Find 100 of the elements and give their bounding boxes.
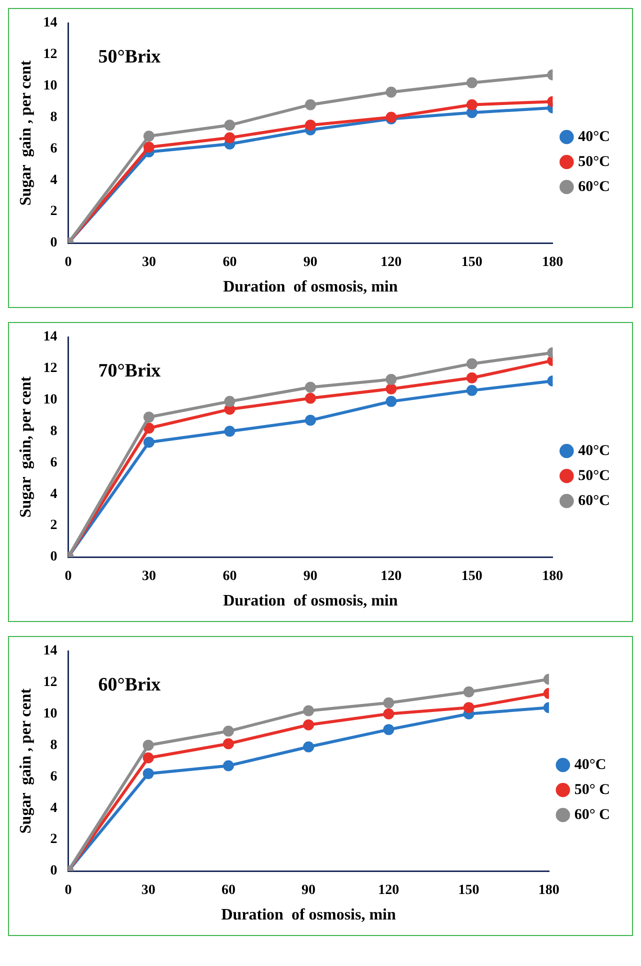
text: 60°Brix (98, 674, 162, 696)
legend-label: 60°C (578, 492, 610, 509)
point (304, 392, 316, 404)
y-tick-label: 14 (43, 644, 58, 659)
point (222, 738, 234, 750)
point (143, 412, 154, 423)
point (466, 358, 478, 370)
legend-label: 50°C (578, 154, 610, 170)
y-tick-label: 4 (50, 800, 58, 816)
y-axis-title: Sugar gain , per cent (18, 60, 35, 206)
point (463, 702, 474, 714)
point (383, 708, 394, 720)
point (466, 107, 478, 118)
x-tick-label: 0 (64, 255, 72, 270)
y-tick-label: 2 (50, 832, 58, 848)
point (466, 99, 478, 110)
x-tick-label: 30 (142, 569, 156, 584)
point (224, 426, 236, 437)
text: 70°Brix (98, 360, 162, 382)
y-tick-label: 12 (43, 675, 58, 690)
point (304, 382, 316, 393)
y-tick-label: 6 (50, 141, 58, 156)
point (466, 77, 478, 88)
point (383, 724, 394, 736)
y-tick-label: 0 (50, 864, 58, 879)
x-tick-label: 0 (64, 569, 72, 584)
x-axis-title: Duration of osmosis, min (223, 592, 398, 610)
legend-label: 40°C (578, 442, 610, 459)
y-tick-label: 4 (50, 172, 58, 188)
x-tick-label: 90 (303, 255, 318, 270)
y-tick-label: 10 (43, 706, 58, 722)
point (304, 99, 316, 110)
y-tick-label: 8 (50, 110, 58, 125)
point (304, 414, 316, 426)
x-tick-label: 120 (380, 569, 402, 584)
y-tick-label: 8 (50, 738, 58, 753)
x-tick-label: 150 (461, 569, 482, 584)
y-tick-label: 8 (50, 424, 58, 439)
y-tick-label: 4 (50, 486, 58, 502)
point (222, 726, 234, 737)
point (224, 132, 236, 144)
point (466, 372, 478, 384)
point (466, 384, 478, 396)
y-tick-label: 6 (50, 455, 58, 470)
x-tick-label: 30 (141, 883, 156, 898)
y-tick-label: 10 (43, 392, 58, 408)
point (304, 120, 316, 131)
x-tick-label: 60 (222, 255, 237, 270)
legend-label: 40°C (578, 128, 610, 145)
point (143, 142, 154, 153)
point (143, 422, 154, 434)
x-axis-title: Duration of osmosis, min (223, 278, 398, 296)
y-axis-title: Sugar gain , per cent (18, 688, 35, 834)
point (222, 760, 234, 772)
x-tick-label: 180 (542, 569, 564, 584)
point (224, 396, 236, 407)
x-tick-label: 60 (221, 883, 236, 898)
y-tick-label: 10 (43, 78, 58, 94)
point (383, 697, 394, 708)
x-tick-label: 120 (380, 255, 402, 270)
legend-label: 50° C (574, 782, 610, 798)
x-tick-label: 150 (458, 883, 480, 898)
point (142, 752, 154, 764)
x-tick-label: 180 (542, 255, 564, 270)
point (142, 768, 154, 780)
x-tick-label: 30 (142, 255, 156, 270)
x-tick-label: 60 (222, 569, 237, 584)
x-tick-label: 90 (302, 883, 316, 898)
y-tick-label: 14 (43, 16, 58, 31)
point (142, 740, 154, 751)
y-tick-label: 12 (43, 361, 58, 376)
y-tick-label: 2 (50, 518, 58, 534)
point (224, 120, 236, 131)
x-tick-label: 0 (64, 883, 72, 898)
legend-label: 60° C (574, 806, 610, 823)
legend-label: 60°C (578, 178, 610, 195)
point (303, 705, 314, 716)
point (463, 686, 474, 698)
point (143, 436, 154, 448)
x-axis-title: Duration of osmosis, min (221, 906, 396, 924)
x-tick-label: 150 (461, 255, 482, 270)
point (386, 86, 397, 98)
y-tick-label: 0 (50, 236, 58, 251)
y-tick-label: 12 (43, 47, 58, 62)
point (386, 383, 397, 394)
text: 50°Brix (98, 46, 162, 68)
y-tick-label: 0 (50, 550, 58, 565)
point (386, 374, 397, 385)
x-tick-label: 90 (303, 569, 318, 584)
y-tick-label: 14 (43, 330, 58, 345)
point (303, 741, 314, 752)
point (143, 130, 154, 142)
x-tick-label: 120 (378, 883, 400, 898)
x-tick-label: 180 (538, 883, 560, 898)
point (303, 719, 314, 730)
point (386, 396, 397, 407)
legend-label: 50°C (578, 468, 610, 484)
y-axis-title: Sugar gain, per cent (18, 376, 35, 518)
legend-label: 40°C (574, 756, 606, 773)
y-tick-label: 6 (50, 769, 58, 784)
